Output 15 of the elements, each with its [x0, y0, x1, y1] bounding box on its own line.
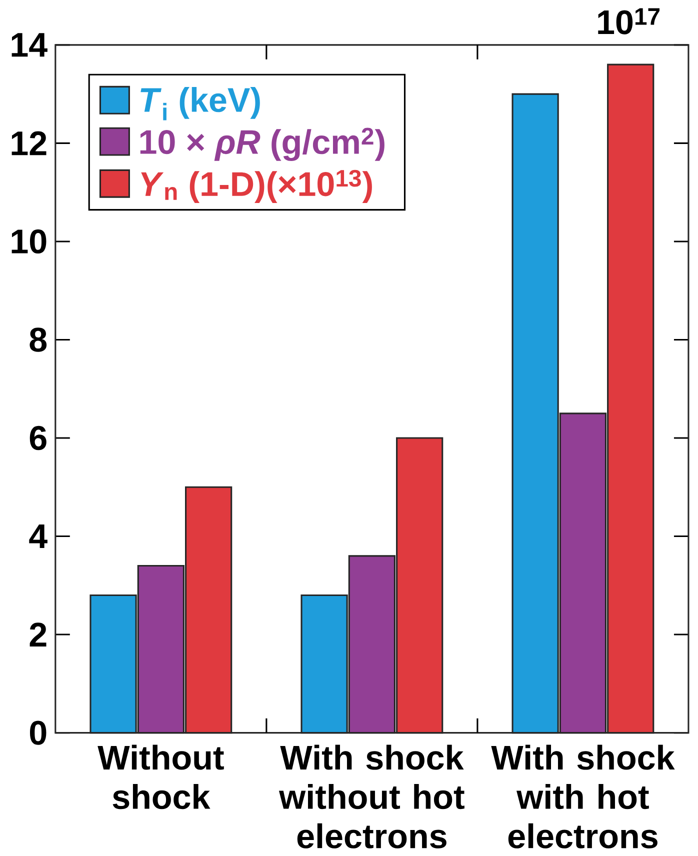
y-tick-label: 4	[29, 524, 48, 548]
text: 10$^{17}$	[598, 8, 660, 34]
legend-label: 10 × ρR (g/cm$^{2}$)	[140, 128, 384, 162]
y-tick-label: 8	[30, 328, 47, 352]
legend-label: T$_{i}$ (keV)	[140, 87, 260, 120]
y-tick-label: 14	[12, 33, 48, 57]
x-tick-label: With shock with hot electrons	[491, 744, 675, 848]
x-tick-label: With shock without hot electrons	[278, 744, 464, 848]
y-tick-label: 2	[30, 622, 46, 646]
y-tick-label: 0	[30, 720, 46, 745]
y-tick-label: 12	[12, 131, 46, 156]
legend-label: Y$_{n}$ (1-D)(×10$^{13}$)	[141, 170, 372, 203]
y-tick-label: 10	[12, 229, 46, 254]
x-tick-label: Without shock	[98, 744, 224, 810]
y-tick-label: 6	[30, 426, 46, 450]
